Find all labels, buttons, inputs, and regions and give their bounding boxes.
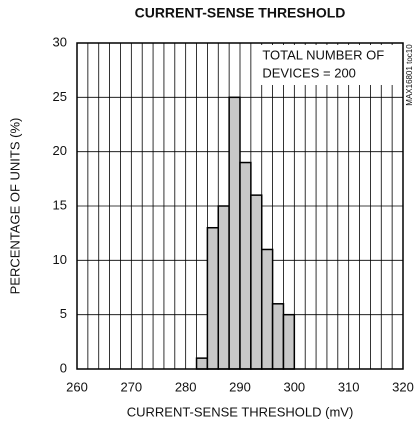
plot-frame	[76, 42, 404, 370]
chart-title: CURRENT-SENSE THRESHOLD	[135, 5, 346, 21]
bar	[250, 194, 263, 370]
x-tick-label: 290	[229, 379, 251, 394]
y-tick-label: 10	[53, 252, 67, 267]
annotation: DEVICES = 200	[262, 65, 356, 80]
y-tick-label: 20	[53, 143, 67, 158]
y-axis-label: PERCENTAGE OF UNITS (%)	[7, 118, 22, 295]
x-tick-label: 270	[120, 379, 142, 394]
side-note: MAX16801 toc10	[405, 44, 414, 106]
x-tick-label: 310	[338, 379, 360, 394]
y-tick-label: 15	[53, 197, 67, 212]
y-tick-label: 5	[60, 306, 67, 321]
bar	[282, 313, 296, 370]
x-tick-label: 320	[392, 379, 414, 394]
y-tick-label: 25	[53, 89, 67, 104]
annotation: TOTAL NUMBER OF	[262, 47, 384, 62]
bar	[195, 357, 209, 370]
y-tick-label: 30	[53, 34, 67, 49]
annotation-box	[258, 45, 401, 85]
x-axis-label: CURRENT-SENSE THRESHOLD (mV)	[127, 404, 354, 419]
bar	[239, 161, 252, 370]
bar	[271, 303, 285, 370]
y-tick-label: 0	[60, 360, 67, 375]
x-tick-label: 280	[175, 379, 197, 394]
bar	[217, 205, 230, 370]
x-tick-label: 260	[66, 379, 88, 394]
bar	[228, 96, 241, 370]
x-tick-label: 300	[283, 379, 305, 394]
bar	[260, 248, 274, 370]
bar	[206, 226, 220, 370]
